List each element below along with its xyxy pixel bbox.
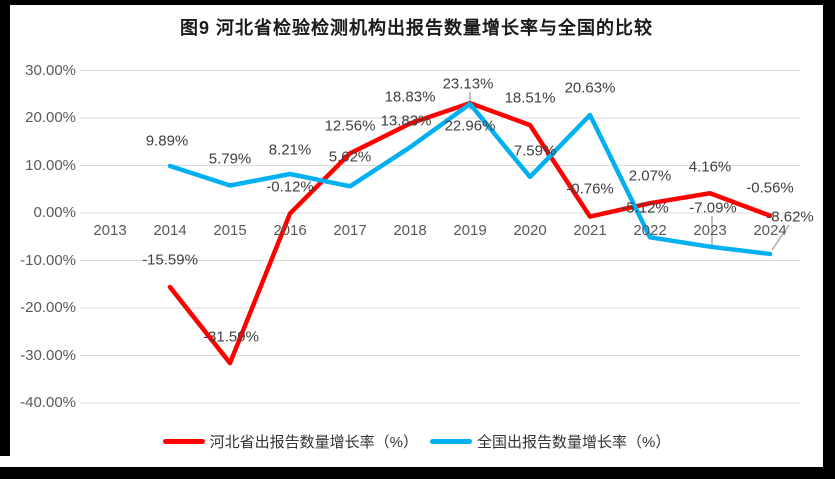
data-label: 5.79%: [208, 150, 252, 168]
legend-item-hebei: 河北省出报告数量增长率（%）: [162, 431, 418, 452]
x-tick-label: 2019: [453, 222, 487, 239]
data-label: -8.62%: [766, 208, 814, 226]
data-label: 9.89%: [145, 132, 189, 150]
data-label: 12.56%: [324, 117, 376, 135]
y-tick-label: -40.00%: [20, 394, 76, 411]
data-label: 4.16%: [688, 158, 732, 176]
data-label: -0.12%: [266, 178, 314, 196]
x-tick-label: 2021: [573, 222, 607, 239]
x-tick-label: 2016: [273, 222, 307, 239]
data-label: 18.83%: [384, 88, 436, 106]
x-tick-label: 2020: [513, 222, 547, 239]
legend: 河北省出报告数量增长率（%） 全国出报告数量增长率（%）: [10, 431, 823, 452]
frame-border-right: [823, 0, 835, 467]
data-label: -7.09%: [689, 199, 737, 217]
frame-border-left: [0, 0, 10, 456]
data-label: 22.96%: [444, 117, 496, 135]
x-tick-label: 2018: [393, 222, 427, 239]
y-tick-label: 30.00%: [25, 61, 76, 79]
frame-border-bottom: [0, 467, 835, 479]
data-label: 2.07%: [628, 167, 672, 185]
data-label: 8.21%: [268, 141, 312, 159]
legend-line-sample-national: [430, 439, 472, 444]
y-tick-label: -30.00%: [20, 346, 76, 364]
y-tick-label: 10.00%: [25, 156, 76, 174]
data-label: -5.12%: [621, 199, 669, 217]
data-label: 20.63%: [564, 79, 616, 97]
legend-label-hebei: 河北省出报告数量增长率（%）: [209, 434, 418, 451]
legend-item-national: 全国出报告数量增长率（%）: [430, 431, 670, 452]
data-label: 18.51%: [504, 89, 556, 107]
y-tick-label: -10.00%: [20, 251, 76, 269]
data-label: 23.13%: [442, 75, 494, 93]
data-label: -15.59%: [142, 251, 198, 269]
data-label: -0.76%: [566, 180, 614, 198]
legend-line-sample-hebei: [162, 439, 205, 444]
x-tick-label: 2022: [633, 222, 667, 239]
x-tick-label: 2024: [753, 222, 787, 239]
label-leader-line: [771, 224, 790, 251]
x-tick-label: 2015: [213, 222, 247, 239]
x-tick-label: 2013: [93, 222, 127, 239]
y-tick-label: 20.00%: [25, 109, 76, 126]
x-tick-label: 2023: [693, 222, 727, 239]
data-label: -0.56%: [746, 179, 794, 197]
y-tick-label: -20.00%: [20, 299, 76, 316]
data-label: 5.62%: [328, 148, 372, 166]
x-tick-label: 2017: [333, 222, 367, 239]
data-label: -31.59%: [203, 328, 259, 346]
frame-border-top: [0, 0, 835, 5]
series-line-national: [167, 101, 773, 257]
y-tick-label: 0.00%: [33, 204, 76, 221]
data-label: 7.59%: [513, 142, 557, 160]
chart-title: 图9 河北省检验检测机构出报告数量增长率与全国的比较: [179, 18, 653, 38]
data-label: 13.83%: [380, 112, 432, 130]
legend-label-national: 全国出报告数量增长率（%）: [477, 434, 671, 451]
x-tick-label: 2014: [153, 222, 187, 239]
